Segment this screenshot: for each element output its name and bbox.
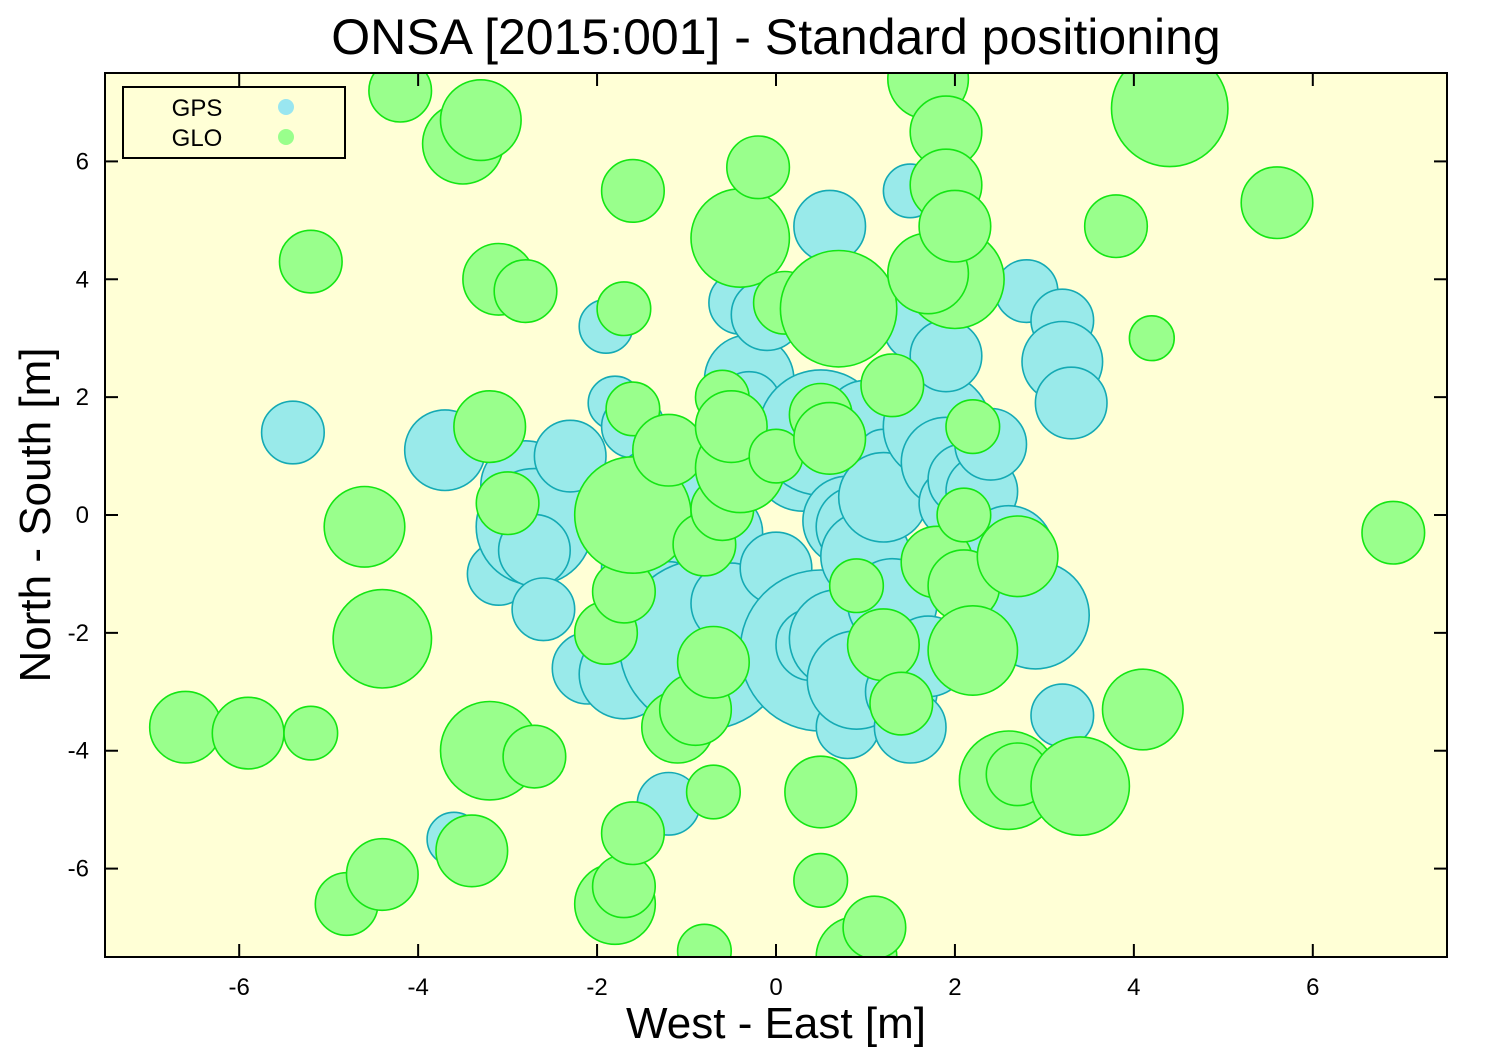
glo-point-15 [502, 724, 567, 789]
glo-point-49 [828, 558, 885, 614]
glo-point-64 [976, 515, 1059, 598]
glo-point-32 [676, 625, 751, 699]
glo-point-23 [600, 158, 666, 223]
glo-point-0 [148, 690, 223, 764]
glo-point-10 [439, 79, 522, 162]
glo-point-58 [918, 189, 992, 263]
glo-point-20 [600, 801, 666, 866]
glo-point-69 [1101, 668, 1184, 751]
legend-label-glo: GLO [172, 125, 223, 152]
x-tick-label: -6 [229, 974, 250, 1001]
x-tick-label: -4 [407, 974, 428, 1001]
glo-point-50 [846, 608, 921, 682]
legend-marker-glo [278, 129, 294, 145]
glo-point-73 [1361, 500, 1426, 565]
glo-point-68 [1083, 194, 1149, 259]
glo-point-24 [596, 281, 652, 337]
glo-point-27 [631, 413, 706, 487]
glo-point-31 [685, 764, 742, 820]
glo-point-67 [1030, 736, 1131, 837]
gps-point-7 [533, 419, 607, 493]
glo-point-2 [283, 705, 339, 761]
glo-point-11 [435, 814, 509, 888]
gps-point-59 [1034, 366, 1108, 440]
glo-point-71 [1110, 73, 1229, 168]
series-gps [260, 163, 1108, 867]
glo-point-37 [725, 135, 791, 200]
glo-point-8 [368, 73, 433, 123]
y-axis-title: North - South [m] [11, 347, 60, 682]
y-tick-label: 0 [76, 502, 89, 529]
y-tick-label: -2 [68, 620, 89, 647]
glo-point-48 [842, 895, 907, 957]
y-tick-label: 2 [76, 384, 89, 411]
x-tick-label: 4 [1127, 974, 1140, 1001]
glo-point-42 [779, 249, 898, 368]
legend-marker-gps [278, 99, 294, 115]
glo-point-61 [936, 487, 992, 543]
x-tick-label: 0 [769, 974, 782, 1001]
x-tick-label: 2 [948, 974, 961, 1001]
series-glo [148, 73, 1426, 957]
glo-point-51 [860, 353, 925, 418]
glo-point-17 [475, 471, 540, 536]
glo-point-72 [1240, 166, 1314, 240]
glo-point-7 [345, 837, 419, 912]
glo-point-45 [784, 755, 858, 829]
x-axis-title: West - East [m] [626, 999, 926, 1048]
glo-point-5 [323, 485, 406, 568]
glo-point-33 [676, 923, 732, 957]
legend-box [122, 86, 346, 159]
glo-point-6 [332, 588, 433, 689]
legend: GPS GLO [122, 86, 346, 159]
glo-point-62 [945, 399, 1001, 455]
glo-point-46 [793, 852, 849, 909]
gps-point-6 [511, 577, 576, 642]
y-tick-label: -6 [68, 856, 89, 883]
y-tick-label: 4 [76, 266, 89, 293]
glo-point-16 [493, 259, 558, 324]
glo-point-19 [591, 854, 657, 919]
glo-point-70 [1128, 315, 1176, 362]
glo-point-44 [793, 401, 867, 476]
glo-point-12 [453, 390, 527, 464]
y-tick-label: -4 [68, 738, 89, 765]
x-tick-label: 6 [1306, 974, 1319, 1001]
chart-title: ONSA [2015:001] - Standard positioning [331, 9, 1220, 65]
glo-point-1 [211, 696, 285, 770]
glo-point-39 [694, 390, 768, 464]
legend-label-gps: GPS [172, 95, 223, 122]
x-tick-label: -2 [586, 974, 607, 1001]
y-tick-label: 6 [76, 148, 89, 175]
glo-point-52 [869, 671, 934, 736]
glo-point-63 [927, 604, 1019, 696]
gps-point-0 [260, 400, 326, 465]
glo-point-3 [278, 229, 343, 294]
